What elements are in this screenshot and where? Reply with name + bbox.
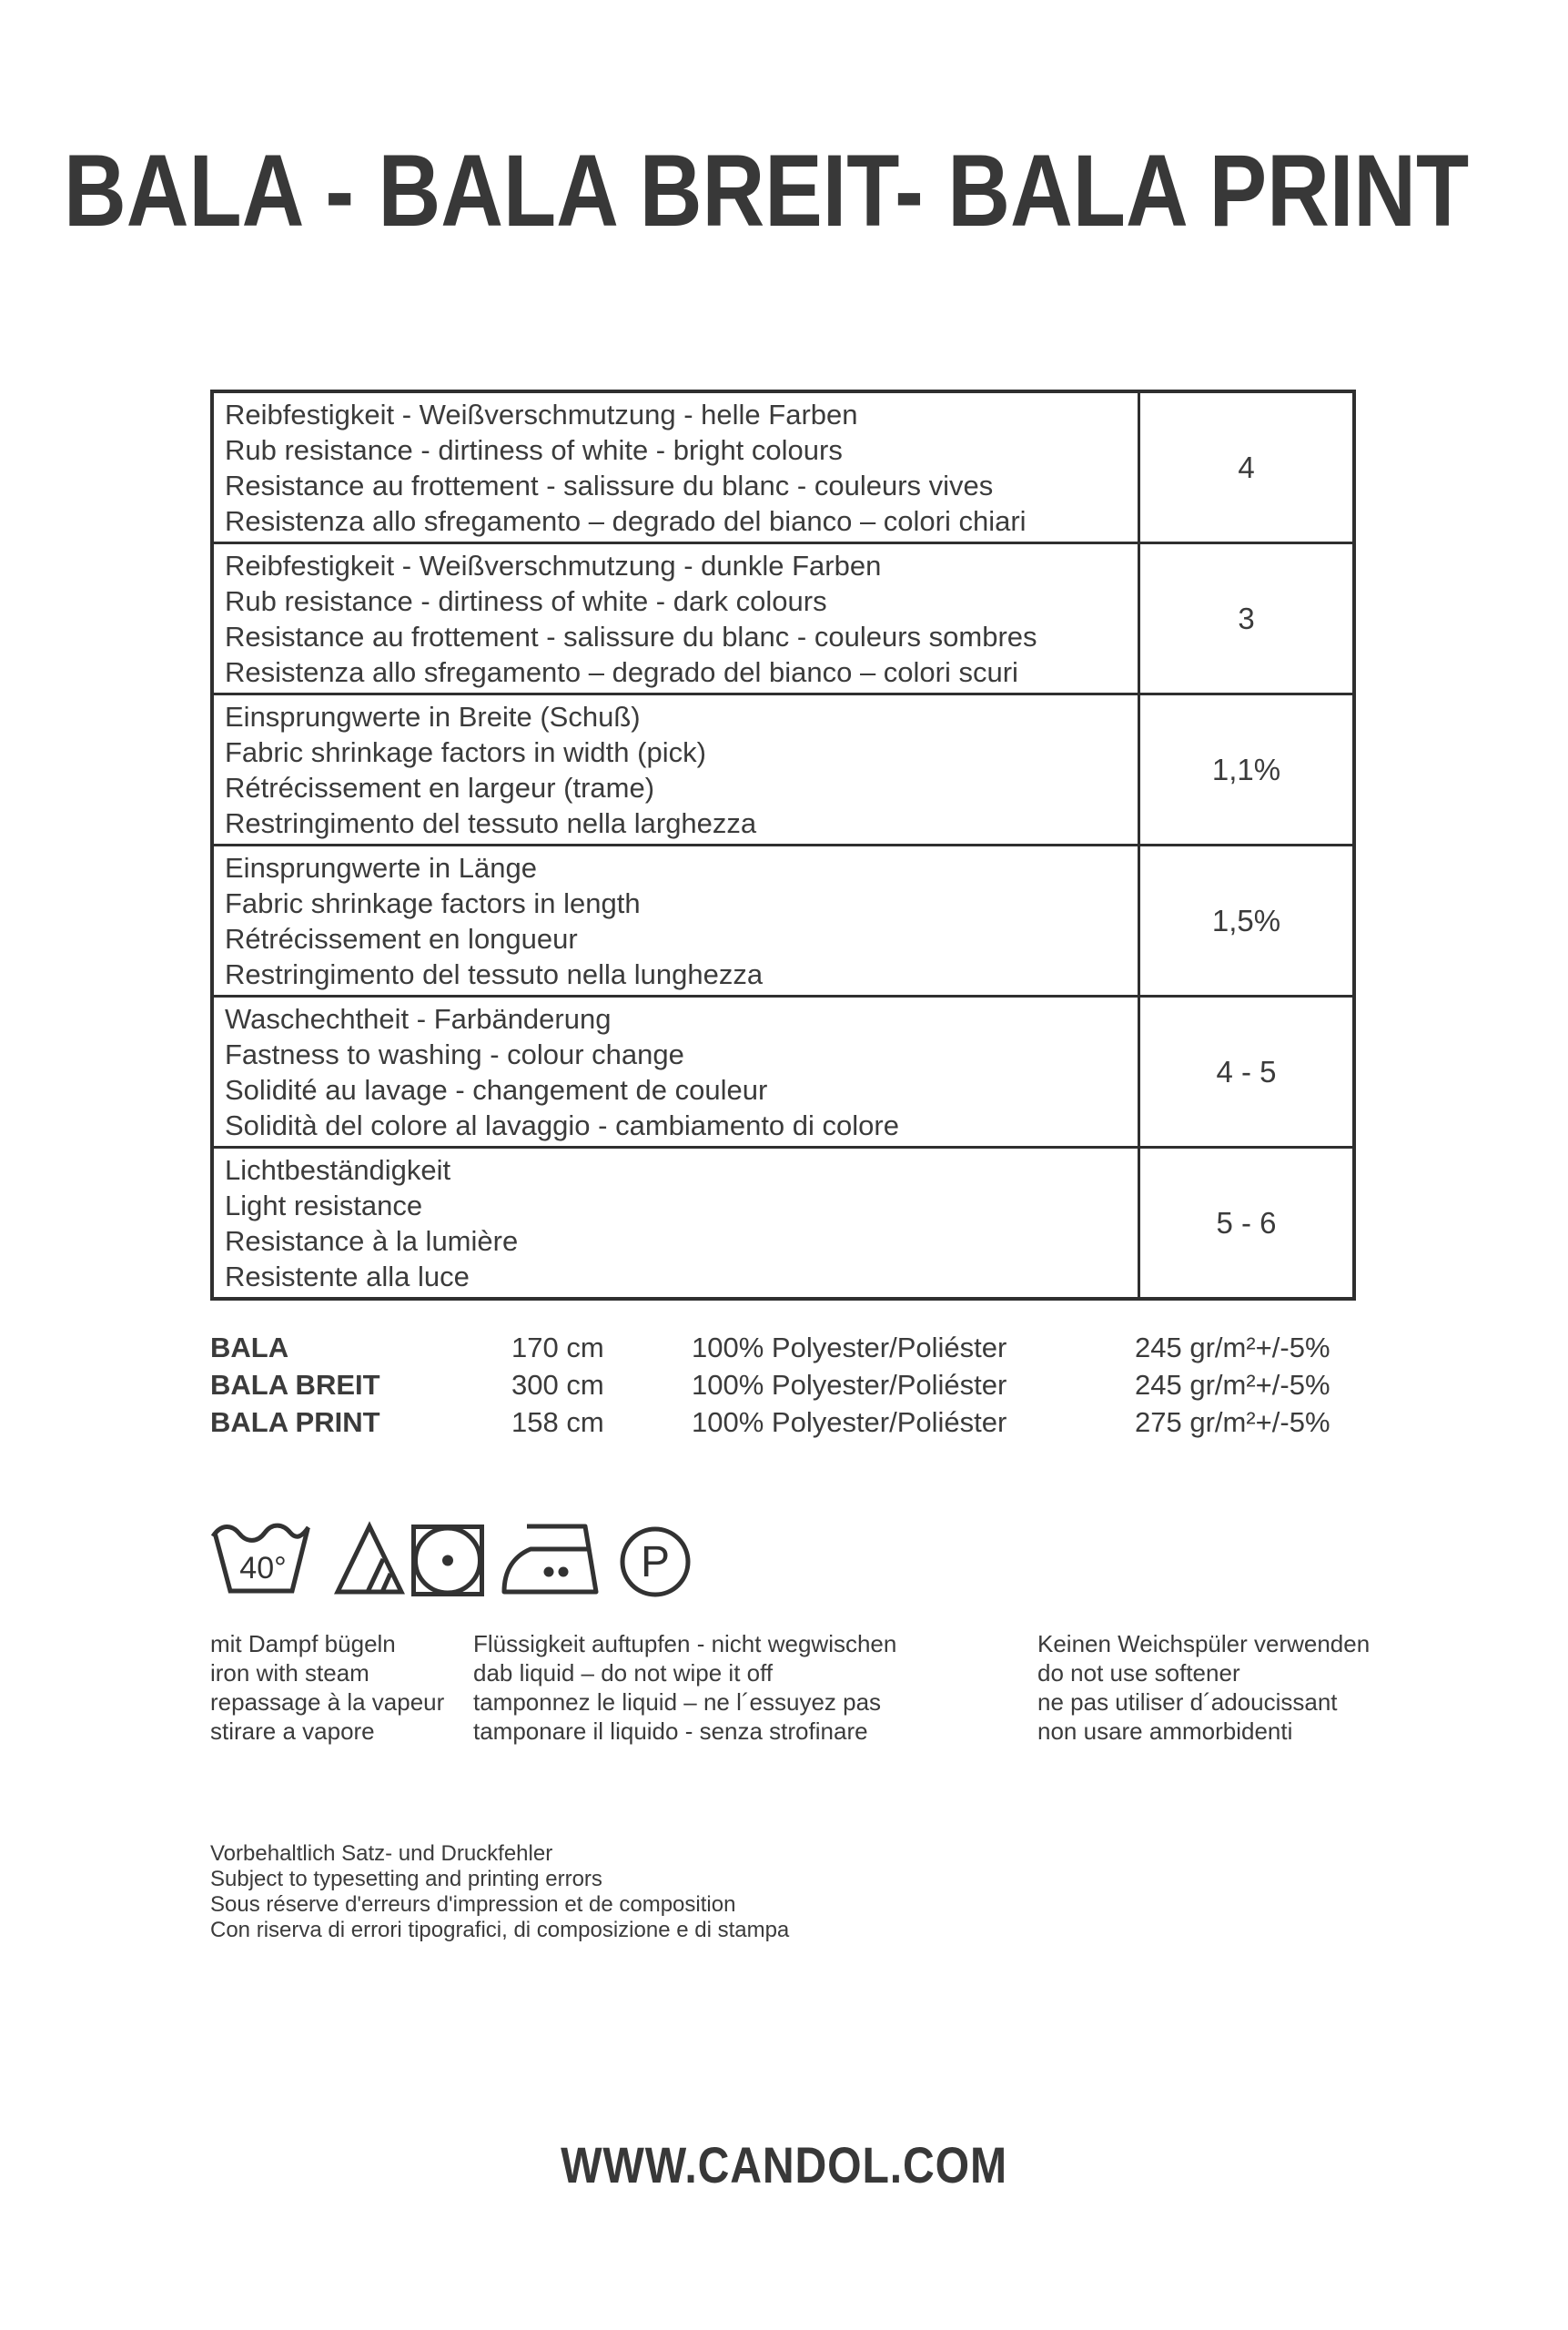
property-label: Lichtbeständigkeit Light resistance Resi… (214, 1149, 1140, 1297)
care-symbols-row: 40° P (210, 1521, 691, 1597)
property-label-it: Resistenza allo sfregamento – degrado de… (225, 504, 1027, 537)
property-value: 1,1% (1211, 752, 1281, 786)
care-note-line: repassage à la vapeur (210, 1688, 445, 1716)
iron-two-dots-icon (501, 1524, 599, 1595)
property-label-en: Rub resistance - dirtiness of white - br… (225, 433, 843, 466)
product-name: BALA BREIT (210, 1369, 380, 1401)
tumble-dry-one-dot-icon (411, 1525, 484, 1596)
care-note-line: tamponare il liquido - senza strofinare (473, 1717, 868, 1745)
property-label-en: Rub resistance - dirtiness of white - da… (225, 584, 827, 617)
care-note-line: Keinen Weichspüler verwenden (1037, 1630, 1371, 1657)
product-composition: 100% Polyester/Poliéster (692, 1369, 1007, 1401)
property-label-fr: Resistance au frottement - salissure du … (225, 620, 1037, 653)
care-note-line: dab liquid – do not wipe it off (473, 1659, 774, 1687)
property-value: 4 (1238, 450, 1255, 484)
wash-40-icon: 40° (210, 1523, 311, 1594)
property-label-de: Reibfestigkeit - Weißverschmutzung - dun… (225, 549, 882, 582)
professional-clean-p-icon: P (620, 1526, 691, 1597)
property-label-it: Resistente alla luce (225, 1260, 470, 1292)
care-note-line: tamponnez le liquid – ne l´essuyez pas (473, 1688, 882, 1716)
product-width: 170 cm (511, 1332, 604, 1363)
product-weight: 245 gr/m²+/-5% (1135, 1369, 1330, 1401)
property-label-it: Resistenza allo sfregamento – degrado de… (225, 655, 1018, 688)
property-label-fr: Solidité au lavage - changement de coule… (225, 1073, 768, 1106)
page-title: BALA - BALA BREIT- BALA PRINT (64, 134, 1470, 248)
property-label-it: Restringimento del tessuto nella larghez… (225, 806, 757, 839)
property-label-it: Restringimento del tessuto nella lunghez… (225, 957, 764, 990)
product-weight: 275 gr/m²+/-5% (1135, 1406, 1330, 1438)
disclaimer-line: Con riserva di errori tipografici, di co… (210, 1918, 790, 1942)
disclaimer-line: Subject to typesetting and printing erro… (210, 1867, 602, 1891)
table-row: Reibfestigkeit - Weißverschmutzung - hel… (214, 393, 1352, 544)
property-label-en: Fabric shrinkage factors in length (225, 886, 641, 919)
product-row: BALA 170 cm 100% Polyester/Poliéster 245… (210, 1329, 1393, 1366)
care-note-line: do not use softener (1037, 1659, 1240, 1687)
care-note-line: stirare a vapore (210, 1717, 375, 1745)
property-value: 4 - 5 (1216, 1054, 1277, 1089)
product-composition: 100% Polyester/Poliéster (692, 1332, 1007, 1363)
property-label-en: Light resistance (225, 1189, 423, 1221)
product-row: BALA PRINT 158 cm 100% Polyester/Poliést… (210, 1403, 1393, 1441)
property-label-de: Lichtbeständigkeit (225, 1153, 451, 1186)
property-value: 5 - 6 (1216, 1205, 1277, 1240)
disclaimer-line: Sous réserve d'erreurs d'impression et d… (210, 1892, 736, 1917)
product-width: 300 cm (511, 1369, 604, 1401)
property-value: 1,5% (1211, 903, 1281, 937)
wash-temperature-label: 40° (239, 1551, 286, 1585)
table-row: Waschechtheit - Farbänderung Fastness to… (214, 998, 1352, 1149)
property-label-fr: Resistance à la lumière (225, 1224, 519, 1257)
disclaimer-line: Vorbehaltlich Satz- und Druckfehler (210, 1841, 553, 1866)
table-row: Einsprungwerte in Breite (Schuß) Fabric … (214, 695, 1352, 846)
dry-clean-letter: P (641, 1538, 670, 1586)
care-note-line: iron with steam (210, 1659, 369, 1687)
care-note-line: Flüssigkeit auftupfen - nicht wegwischen (473, 1630, 897, 1657)
properties-table: Reibfestigkeit - Weißverschmutzung - hel… (210, 390, 1356, 1301)
property-label: Reibfestigkeit - Weißverschmutzung - dun… (214, 544, 1140, 693)
disclaimer: Vorbehaltlich Satz- und Druckfehler Subj… (210, 1841, 789, 1943)
property-label-de: Einsprungwerte in Breite (Schuß) (225, 700, 641, 733)
care-note-column: Keinen Weichspüler verwenden do not use … (1037, 1629, 1370, 1746)
property-label: Einsprungwerte in Länge Fabric shrinkage… (214, 846, 1140, 995)
product-specs: BALA 170 cm 100% Polyester/Poliéster 245… (210, 1329, 1393, 1441)
property-value: 3 (1238, 601, 1255, 635)
property-label-fr: Rétrécissement en largeur (trame) (225, 771, 655, 804)
product-composition: 100% Polyester/Poliéster (692, 1406, 1007, 1438)
property-label: Einsprungwerte in Breite (Schuß) Fabric … (214, 695, 1140, 844)
property-label-en: Fastness to washing - colour change (225, 1038, 684, 1070)
care-note-line: ne pas utiliser d´adoucissant (1037, 1688, 1338, 1716)
property-label-de: Einsprungwerte in Länge (225, 851, 537, 884)
care-note-column: mit Dampf bügeln iron with steam repassa… (210, 1629, 444, 1746)
table-row: Einsprungwerte in Länge Fabric shrinkage… (214, 846, 1352, 998)
property-label-fr: Rétrécissement en longueur (225, 922, 578, 955)
property-label-de: Waschechtheit - Farbänderung (225, 1002, 612, 1035)
property-label-de: Reibfestigkeit - Weißverschmutzung - hel… (225, 398, 858, 431)
care-note-line: mit Dampf bügeln (210, 1630, 396, 1657)
website-url: WWW.CANDOL.COM (561, 2136, 1007, 2193)
property-label-fr: Resistance au frottement - salissure du … (225, 469, 994, 501)
property-label-en: Fabric shrinkage factors in width (pick) (225, 735, 706, 768)
product-weight: 245 gr/m²+/-5% (1135, 1332, 1330, 1363)
product-row: BALA BREIT 300 cm 100% Polyester/Poliést… (210, 1366, 1393, 1403)
property-label-it: Solidità del colore al lavaggio - cambia… (225, 1109, 899, 1141)
product-width: 158 cm (511, 1406, 604, 1438)
care-note-column: Flüssigkeit auftupfen - nicht wegwischen… (473, 1629, 896, 1746)
care-note-line: non usare ammorbidenti (1037, 1717, 1293, 1745)
property-label: Reibfestigkeit - Weißverschmutzung - hel… (214, 393, 1140, 542)
table-row: Lichtbeständigkeit Light resistance Resi… (214, 1149, 1352, 1297)
product-name: BALA (210, 1332, 289, 1363)
non-chlorine-bleach-icon (334, 1521, 405, 1595)
property-label: Waschechtheit - Farbänderung Fastness to… (214, 998, 1140, 1146)
product-name: BALA PRINT (210, 1406, 380, 1438)
table-row: Reibfestigkeit - Weißverschmutzung - dun… (214, 544, 1352, 695)
